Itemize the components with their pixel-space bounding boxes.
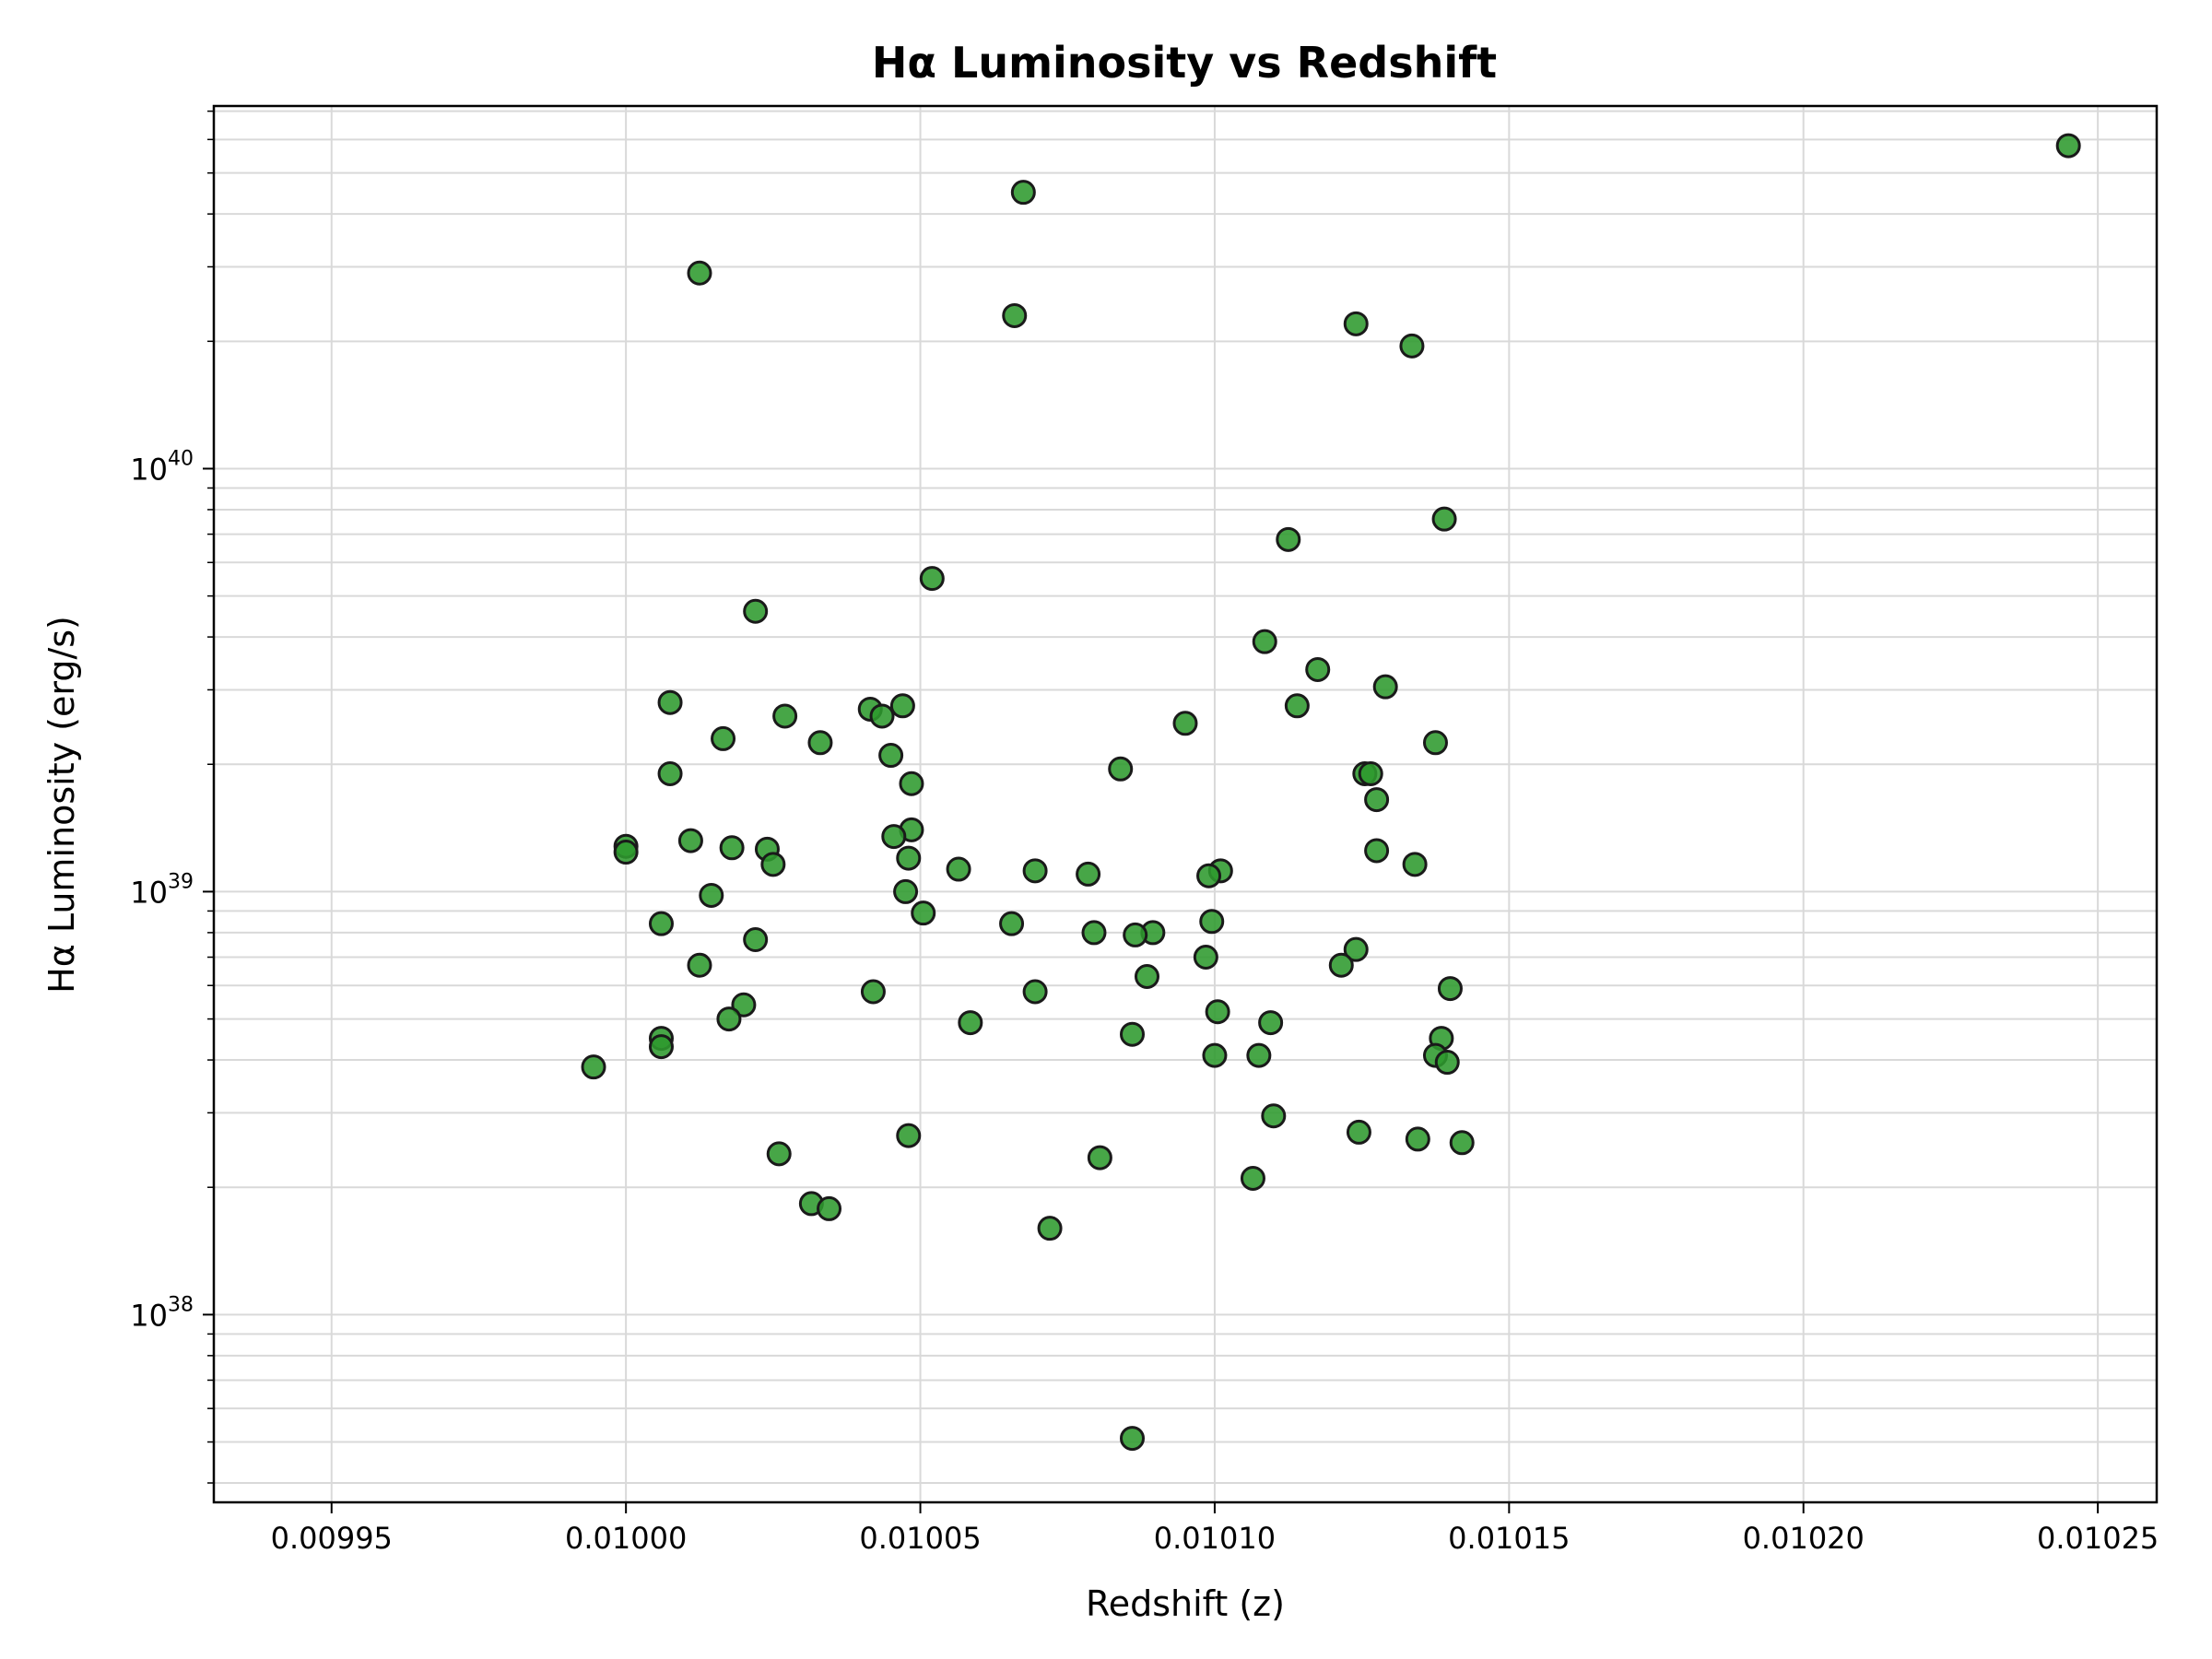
- scatter-point: [688, 262, 711, 284]
- scatter-point: [1330, 954, 1352, 976]
- x-tick-label: 0.01015: [1448, 1521, 1570, 1556]
- scatter-point: [898, 1124, 920, 1147]
- scatter-point: [700, 884, 723, 906]
- scatter-point: [1204, 1044, 1226, 1066]
- scatter-point: [774, 705, 796, 727]
- scatter-point: [809, 732, 831, 754]
- scatter-point: [1433, 508, 1455, 530]
- scatter-point: [1366, 789, 1388, 811]
- scatter-point: [1198, 865, 1220, 887]
- scatter-point: [2057, 135, 2079, 157]
- scatter-point: [1253, 630, 1276, 653]
- scatter-point: [1374, 676, 1396, 698]
- scatter-point: [659, 762, 681, 784]
- scatter-point: [880, 745, 902, 767]
- scatter-point: [1406, 1128, 1429, 1150]
- scatter-point: [912, 902, 935, 924]
- scatter-point: [659, 691, 681, 713]
- scatter-point: [1201, 911, 1223, 933]
- scatter-point: [1277, 528, 1300, 550]
- scatter-point: [1436, 1052, 1458, 1074]
- scatter-point: [1124, 924, 1147, 946]
- scatter-point: [959, 1012, 982, 1034]
- scatter-point: [718, 1008, 740, 1030]
- scatter-point: [712, 727, 735, 749]
- scatter-point: [745, 600, 767, 622]
- x-tick-label: 0.01010: [1154, 1521, 1276, 1556]
- x-tick-label: 0.00995: [271, 1521, 393, 1556]
- scatter-point: [1345, 312, 1367, 335]
- scatter-point: [650, 912, 672, 935]
- x-axis-label: Redshift (z): [1086, 1583, 1285, 1624]
- scatter-point: [1077, 863, 1100, 885]
- scatter-point: [1122, 1023, 1144, 1045]
- scatter-point: [1122, 1428, 1144, 1450]
- scatter-point: [1263, 1105, 1285, 1127]
- x-tick-label: 0.01005: [859, 1521, 981, 1556]
- scatter-point: [1004, 304, 1026, 326]
- chart-title: Hα Luminosity vs Redshift: [872, 38, 1497, 88]
- scatter-point: [1135, 966, 1158, 988]
- scatter-point: [679, 830, 701, 852]
- scatter-point: [947, 858, 970, 880]
- scatter-point: [615, 841, 637, 864]
- scatter-point: [1307, 658, 1329, 680]
- scatter-point: [1424, 732, 1446, 754]
- scatter-point: [1088, 1147, 1111, 1169]
- scatter-point: [871, 705, 893, 727]
- scatter-point: [1286, 695, 1308, 717]
- scatter-point: [1401, 335, 1423, 357]
- scatter-point: [1347, 1121, 1370, 1143]
- scatter-point: [1366, 840, 1388, 862]
- scatter-point: [1083, 922, 1105, 944]
- scatter-point: [883, 826, 905, 848]
- scatter-point: [900, 772, 923, 794]
- scatter-point: [721, 837, 743, 859]
- scatter-point: [1260, 1012, 1282, 1034]
- scatter-point: [1024, 981, 1046, 1003]
- scatter-point: [818, 1197, 841, 1219]
- scatter-point: [650, 1036, 672, 1058]
- scatter-point: [1024, 860, 1046, 882]
- scatter-point: [1001, 912, 1023, 935]
- scatter-point: [862, 981, 884, 1003]
- scatter-point: [891, 695, 913, 717]
- x-tick-label: 0.01020: [1743, 1521, 1865, 1556]
- scatter-point: [688, 954, 711, 976]
- scatter-point: [582, 1056, 605, 1078]
- scatter-point: [1012, 182, 1034, 204]
- scatter-point: [1451, 1132, 1473, 1154]
- scatter-point: [1359, 762, 1382, 784]
- y-axis-label: Hα Luminosity (erg/s): [41, 616, 82, 994]
- scatter-point: [1404, 853, 1426, 876]
- scatter-point: [1241, 1167, 1264, 1189]
- scatter-point: [1248, 1044, 1270, 1066]
- scatter-point: [745, 929, 767, 951]
- x-tick-label: 0.01025: [2037, 1521, 2159, 1556]
- scatter-point: [1110, 758, 1132, 780]
- scatter-point: [762, 853, 784, 876]
- scatter-point: [768, 1143, 790, 1165]
- scatter-point: [1439, 978, 1461, 1000]
- scatter-point: [895, 880, 917, 902]
- scatter-point: [921, 568, 943, 590]
- scatter-point: [1174, 712, 1196, 735]
- scatter-point: [1206, 1001, 1229, 1023]
- x-tick-label: 0.01000: [565, 1521, 687, 1556]
- scatter-point: [1194, 947, 1217, 969]
- scatter-point: [898, 847, 920, 869]
- scatter-point: [1039, 1218, 1061, 1240]
